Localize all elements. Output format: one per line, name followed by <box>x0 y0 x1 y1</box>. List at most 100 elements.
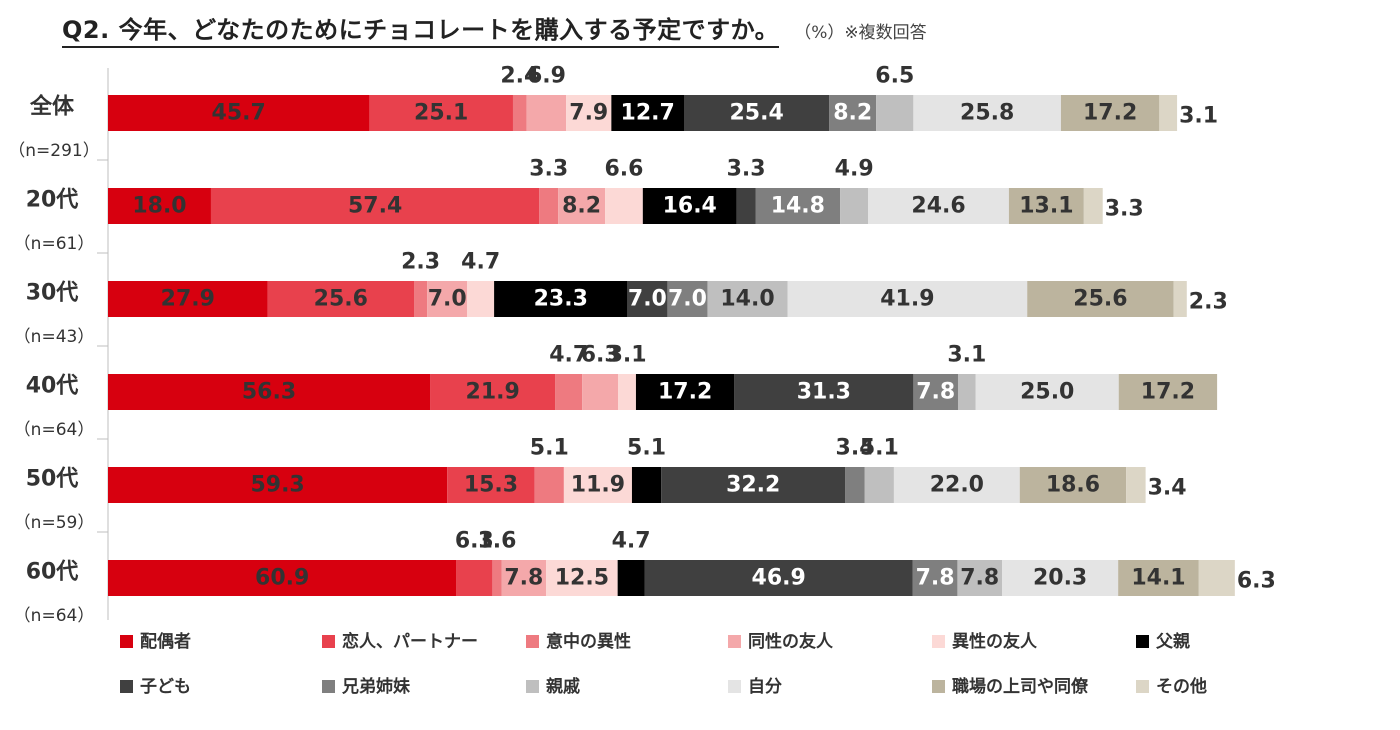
value-label: 12.7 <box>621 101 675 126</box>
row-label: 全体 <box>29 94 75 120</box>
value-label: 7.0 <box>628 287 667 312</box>
value-label: 2.3 <box>1189 290 1228 315</box>
bar-segment <box>512 95 527 131</box>
bar-segment <box>1083 188 1103 224</box>
bar-segment <box>617 560 645 596</box>
value-label: 4.7 <box>612 529 651 554</box>
unit-note: （%）※複数回答 <box>794 23 927 43</box>
bar-segment <box>605 188 643 224</box>
value-label: 3.1 <box>608 343 647 368</box>
value-label: 2.3 <box>401 250 440 275</box>
value-label: 5.1 <box>627 436 666 461</box>
bar-segment <box>1126 467 1146 503</box>
legend-label: 恋人、パートナー <box>342 631 478 652</box>
bar-segment <box>108 281 268 317</box>
value-label: 22.0 <box>930 473 984 498</box>
bar-segment <box>912 560 958 596</box>
value-label: 2.4 <box>500 64 539 89</box>
bar-segment <box>635 374 735 410</box>
bar-segment <box>845 467 865 503</box>
legend-label: 父親 <box>1155 631 1190 652</box>
bar-segment <box>707 281 788 317</box>
value-label: 12.5 <box>555 566 609 591</box>
bar-segment <box>893 467 1020 503</box>
legend-swatch <box>1136 635 1149 648</box>
bar-segment <box>736 188 756 224</box>
legend-label: 子ども <box>140 677 191 697</box>
value-label: 15.3 <box>464 473 518 498</box>
bar-segment <box>667 281 708 317</box>
value-label: 3.1 <box>947 343 986 368</box>
value-label: 3.1 <box>1179 104 1218 129</box>
legend-swatch <box>322 635 335 648</box>
value-label: 6.3 <box>581 343 620 368</box>
value-label: 7.9 <box>569 101 608 126</box>
value-label: 41.9 <box>880 287 934 312</box>
value-label: 5.1 <box>860 436 899 461</box>
bar-segment <box>1118 560 1199 596</box>
legend-swatch <box>120 680 133 693</box>
value-label: 4.7 <box>549 343 588 368</box>
value-label: 23.3 <box>534 287 588 312</box>
bar-segment <box>558 188 606 224</box>
value-label: 7.0 <box>428 287 467 312</box>
bar-segment <box>467 281 495 317</box>
value-label: 25.0 <box>1020 380 1074 405</box>
bar-segment <box>563 467 632 503</box>
value-label: 25.1 <box>414 101 468 126</box>
value-label: 14.1 <box>1131 566 1185 591</box>
row-label: 20代 <box>26 188 79 213</box>
bar-segment <box>840 188 869 224</box>
value-label: 57.4 <box>348 194 402 219</box>
bar-segment <box>787 281 1028 317</box>
bar-segment <box>913 95 1061 131</box>
legend-swatch <box>932 680 945 693</box>
value-label: 24.6 <box>911 194 965 219</box>
bar-segment <box>1159 95 1178 131</box>
value-label: 18.0 <box>132 194 186 219</box>
row-n-label: （n=291） <box>8 141 99 161</box>
value-label: 5.1 <box>530 436 569 461</box>
value-label: 27.9 <box>161 287 215 312</box>
legend-label: 同性の友人 <box>748 631 834 652</box>
value-label: 8.2 <box>833 101 872 126</box>
bar-segment <box>1002 560 1119 596</box>
bar-segment <box>957 560 1003 596</box>
legend-label: 兄弟姉妹 <box>341 676 411 697</box>
bar-segment <box>501 560 547 596</box>
value-label: 1.6 <box>477 529 516 554</box>
legend-swatch <box>1136 680 1149 693</box>
legend-label: 自分 <box>748 676 782 697</box>
value-label: 3.4 <box>836 436 875 461</box>
legend-swatch <box>120 635 133 648</box>
value-label: 7.8 <box>504 566 543 591</box>
bar-segment <box>627 281 668 317</box>
bar-segment <box>631 467 662 503</box>
value-label: 6.3 <box>1237 569 1276 594</box>
value-label: 17.2 <box>658 380 712 405</box>
value-label: 11.9 <box>571 473 625 498</box>
row-label: 40代 <box>26 374 79 399</box>
bar-segment <box>555 374 583 410</box>
bar-segment <box>864 467 894 503</box>
bar-segment <box>618 374 636 410</box>
value-label: 7.0 <box>668 287 707 312</box>
bar-segment <box>539 188 559 224</box>
value-label: 6.5 <box>875 64 914 89</box>
legend-swatch <box>526 635 539 648</box>
bar-segment <box>108 188 211 224</box>
legend-label: 意中の異性 <box>546 631 631 652</box>
chart-title: Q2. 今年、どなたのためにチョコレートを購入する予定ですか。 <box>62 16 780 48</box>
bar-segment <box>369 95 513 131</box>
bar-segment <box>210 188 540 224</box>
bar-segment <box>1060 95 1160 131</box>
value-label: 18.6 <box>1046 473 1100 498</box>
legend-label: 職場の上司や同僚 <box>952 676 1089 697</box>
value-label: 3.3 <box>1105 197 1144 222</box>
row-n-label: （n=64） <box>14 420 95 440</box>
bar-segment <box>684 95 830 131</box>
row-label: 60代 <box>26 560 79 585</box>
value-label: 25.6 <box>1073 287 1127 312</box>
legend-label: 配偶者 <box>140 631 191 652</box>
